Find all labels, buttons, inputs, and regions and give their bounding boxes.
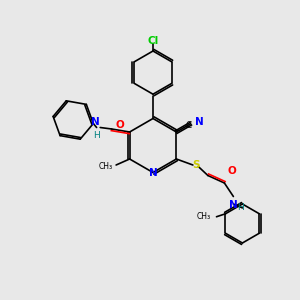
Text: CH₃: CH₃	[197, 212, 211, 221]
Text: H: H	[93, 130, 100, 140]
Text: N: N	[229, 200, 238, 210]
Text: H: H	[237, 203, 244, 212]
Text: Cl: Cl	[147, 36, 159, 46]
Text: O: O	[227, 166, 236, 176]
Text: O: O	[116, 120, 124, 130]
Text: S: S	[193, 160, 200, 170]
Text: C: C	[185, 121, 191, 130]
Text: N: N	[91, 117, 100, 127]
Text: CH₃: CH₃	[99, 162, 113, 171]
Text: N: N	[148, 167, 158, 178]
Text: N: N	[195, 117, 203, 127]
